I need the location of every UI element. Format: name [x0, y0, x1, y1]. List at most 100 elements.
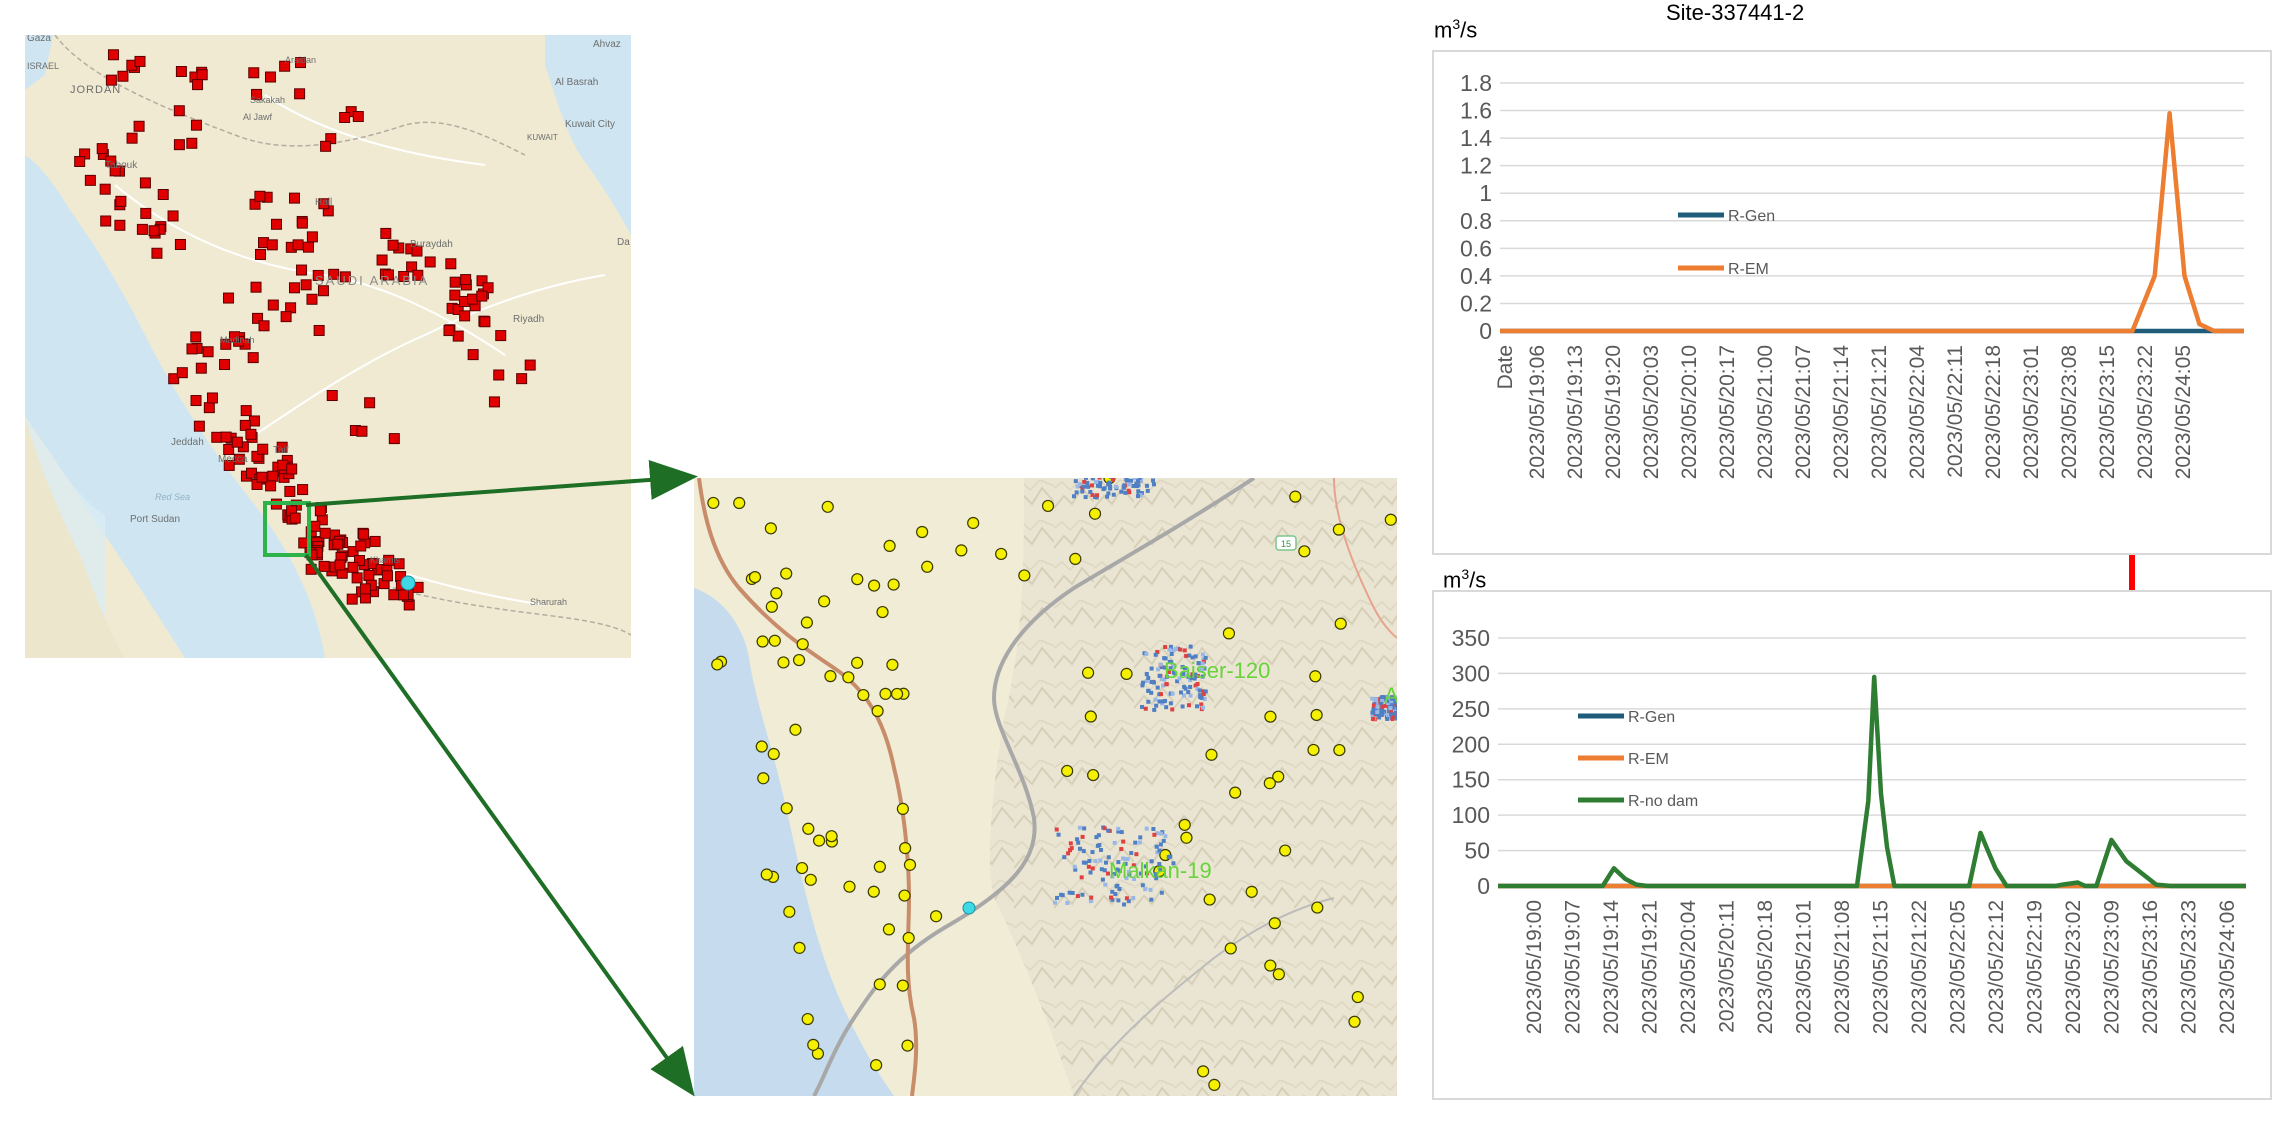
incident-marker[interactable] [359, 583, 371, 595]
incident-marker[interactable] [388, 589, 400, 601]
site-marker[interactable] [871, 704, 884, 718]
incident-marker[interactable] [255, 248, 267, 260]
site-marker[interactable] [812, 834, 826, 847]
incident-marker[interactable] [452, 303, 464, 315]
site-marker[interactable] [1264, 959, 1277, 972]
site-marker[interactable] [1311, 901, 1324, 914]
incident-marker[interactable] [411, 245, 423, 257]
site-marker[interactable] [851, 573, 864, 586]
incident-marker[interactable] [220, 431, 232, 443]
incident-marker[interactable] [339, 112, 351, 124]
site-marker[interactable] [1222, 627, 1236, 640]
site-marker[interactable] [802, 822, 815, 835]
incident-marker[interactable] [286, 463, 298, 475]
incident-marker[interactable] [175, 66, 187, 78]
incident-marker[interactable] [412, 269, 424, 281]
site-marker[interactable] [1088, 507, 1102, 520]
site-marker[interactable] [1120, 667, 1133, 680]
incident-marker[interactable] [352, 111, 364, 123]
site-marker[interactable] [1018, 569, 1031, 582]
incident-marker[interactable] [219, 359, 231, 371]
incident-marker[interactable] [220, 338, 232, 350]
incident-marker[interactable] [247, 352, 259, 364]
site-marker[interactable] [890, 687, 904, 701]
site-marker[interactable] [882, 923, 896, 936]
incident-marker[interactable] [297, 484, 309, 496]
site-marker[interactable] [768, 634, 781, 647]
site-marker[interactable] [1332, 523, 1345, 536]
site-marker[interactable] [796, 638, 809, 651]
incident-marker[interactable] [140, 207, 152, 219]
detail-map[interactable]: 15 Baiser-120 Malkan-19 A [694, 461, 1402, 1097]
incident-marker[interactable] [326, 390, 338, 402]
incident-marker[interactable] [388, 433, 400, 445]
site-marker[interactable] [760, 868, 773, 881]
study-area-box[interactable] [263, 501, 311, 557]
site-marker[interactable] [767, 747, 780, 761]
site-marker[interactable] [804, 873, 817, 886]
incident-marker[interactable] [320, 140, 332, 152]
incident-marker[interactable] [270, 218, 282, 230]
incident-marker[interactable] [424, 256, 436, 268]
incident-marker[interactable] [332, 538, 344, 550]
incident-marker[interactable] [288, 282, 300, 294]
site-marker[interactable] [916, 525, 929, 539]
incident-marker[interactable] [292, 239, 304, 251]
incident-marker[interactable] [289, 512, 301, 524]
incident-marker[interactable] [84, 174, 96, 186]
site-marker[interactable] [755, 740, 768, 753]
incident-marker[interactable] [223, 292, 235, 304]
incident-marker[interactable] [267, 470, 279, 482]
site-marker[interactable] [780, 567, 793, 580]
site-marker[interactable] [1307, 743, 1320, 757]
incident-marker[interactable] [306, 293, 318, 305]
incident-marker[interactable] [248, 415, 260, 427]
site-marker[interactable] [1272, 968, 1285, 981]
site-marker[interactable] [1041, 499, 1055, 513]
site-marker[interactable] [857, 688, 870, 702]
site-marker[interactable] [896, 979, 909, 992]
incident-marker[interactable] [524, 359, 536, 371]
incident-marker[interactable] [276, 441, 288, 453]
incident-marker[interactable] [186, 343, 198, 355]
site-marker[interactable] [929, 910, 943, 923]
site-marker[interactable] [887, 578, 900, 591]
incident-marker[interactable] [305, 563, 317, 575]
incident-marker[interactable] [257, 443, 269, 455]
incident-marker[interactable] [195, 362, 207, 374]
site-marker[interactable] [764, 522, 777, 535]
incident-marker[interactable] [476, 275, 488, 287]
incident-marker[interactable] [193, 420, 205, 432]
site-marker[interactable] [1384, 513, 1397, 526]
incident-marker[interactable] [266, 239, 278, 251]
incident-marker[interactable] [406, 261, 418, 273]
incident-marker[interactable] [351, 572, 363, 584]
incident-marker[interactable] [252, 312, 264, 324]
site-marker[interactable] [792, 653, 806, 667]
incident-marker[interactable] [479, 316, 491, 328]
site-marker[interactable] [879, 687, 892, 700]
incident-marker[interactable] [192, 79, 204, 91]
incident-marker[interactable] [334, 559, 346, 571]
site-marker[interactable] [1061, 764, 1074, 778]
incident-marker[interactable] [240, 405, 252, 417]
incident-marker[interactable] [449, 276, 461, 288]
site-marker[interactable] [1348, 1015, 1361, 1028]
incident-marker[interactable] [319, 527, 331, 539]
incident-marker[interactable] [74, 155, 86, 167]
incident-marker[interactable] [99, 183, 111, 195]
incident-marker[interactable] [476, 290, 488, 302]
incident-marker[interactable] [239, 419, 251, 431]
incident-marker[interactable] [96, 143, 108, 155]
site-marker[interactable] [842, 671, 855, 684]
incident-marker[interactable] [126, 132, 138, 144]
incident-marker[interactable] [459, 310, 471, 322]
incident-marker[interactable] [267, 299, 279, 311]
site-marker[interactable] [789, 723, 802, 736]
site-marker[interactable] [757, 772, 770, 785]
incident-marker[interactable] [256, 471, 268, 483]
site-marker[interactable] [1224, 942, 1237, 955]
site-marker[interactable] [770, 587, 783, 600]
incident-marker[interactable] [467, 349, 479, 361]
site-marker[interactable] [807, 1038, 820, 1051]
